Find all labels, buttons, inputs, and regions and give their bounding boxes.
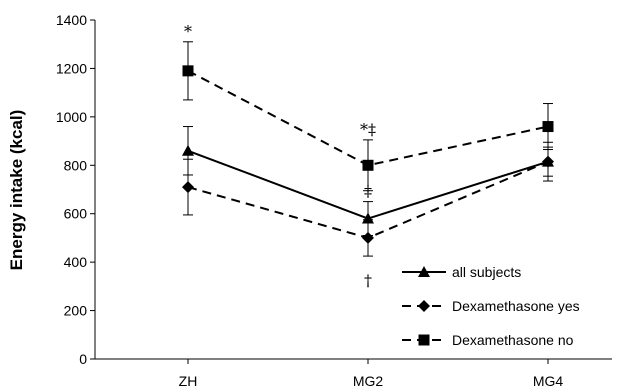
legend-label-dexamethasone-no: Dexamethasone no xyxy=(452,332,574,348)
y-tick-label: 600 xyxy=(64,206,88,222)
data-point-dexamethasone-yes xyxy=(362,231,374,244)
data-point-dexamethasone-no xyxy=(362,159,374,171)
y-axis-label: Energy intake (kcal) xyxy=(7,110,26,271)
x-tick-label: ZH xyxy=(179,373,198,389)
data-point-dexamethasone-no xyxy=(542,121,554,133)
significance-annotation: *‡ xyxy=(360,120,376,139)
y-tick-label: 1200 xyxy=(56,60,87,76)
data-point-dexamethasone-yes xyxy=(542,155,554,168)
legend-marker-all-subjects xyxy=(418,266,430,277)
y-tick-label: 200 xyxy=(64,303,88,319)
data-point-dexamethasone-yes xyxy=(182,181,194,194)
data-point-all-subjects xyxy=(182,144,194,156)
legend-label-dexamethasone-yes: Dexamethasone yes xyxy=(452,298,580,314)
legend: all subjects Dexamethasone yes Dexamethaso… xyxy=(402,264,580,348)
y-tick-label: 400 xyxy=(64,254,88,270)
significance-annotation: † xyxy=(364,271,372,290)
data-point-dexamethasone-no xyxy=(182,65,194,77)
significance-annotation: * xyxy=(184,22,192,41)
legend-marker-dexamethasone-no xyxy=(418,334,430,346)
y-tick-label: 1400 xyxy=(56,12,87,28)
y-tick-label: 800 xyxy=(64,157,88,173)
x-tick-label: MG2 xyxy=(353,373,384,389)
y-tick-label: 1000 xyxy=(56,109,87,125)
plot-area: 0 200 400 600 800 1000 1200 1400 ZH MG2 MG4 * *‡ ‡ † xyxy=(56,12,612,389)
legend-label-all-subjects: all subjects xyxy=(452,264,521,280)
data-point-all-subjects xyxy=(362,212,374,224)
x-tick-label: MG4 xyxy=(533,373,564,389)
legend-marker-dexamethasone-yes xyxy=(418,300,430,312)
y-tick-label: 0 xyxy=(79,351,87,367)
significance-annotation: ‡ xyxy=(364,182,372,201)
